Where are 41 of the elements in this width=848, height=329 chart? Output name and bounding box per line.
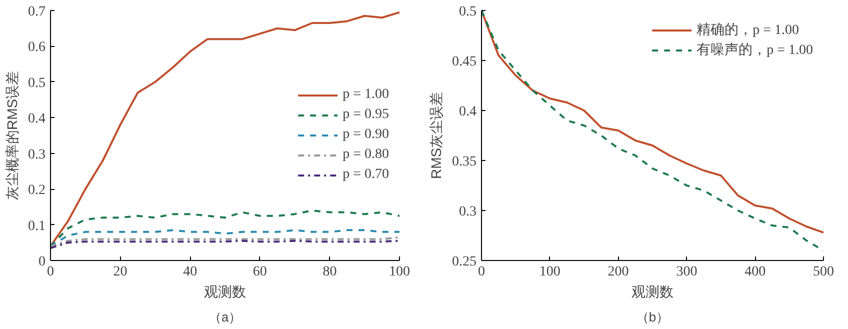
y-tick-label: 0 [38,254,46,270]
legend-label: p = 0.90 [342,127,389,143]
y-tick-label: 0.25 [452,254,476,270]
y-tick-label: 0.35 [452,154,476,170]
y-tick-label: 0.3 [459,204,476,220]
legend-label: p = 0.80 [342,147,389,163]
legend-label: 精确的，p = 1.00 [696,22,799,39]
x-tick-label: 40 [183,264,198,280]
text: （a） [208,310,242,324]
x-tick-label: 20 [113,264,128,280]
x-axis-title: 观测数 [204,284,246,300]
line-series [50,240,400,249]
x-axis-title: 观测数 [632,284,674,300]
y-tick-label: 0.3 [28,147,46,162]
y-tick-label: 0.7 [28,4,46,20]
y-tick-label: 0.2 [28,183,46,198]
x-tick-label: 200 [608,264,629,280]
legend-label: p = 0.70 [342,167,389,183]
legend-label: 有噪声的，p = 1.00 [696,42,813,59]
y-tick-label: 0.4 [28,112,46,127]
y-tick-label: 0.45 [452,54,476,70]
x-tick-label: 500 [813,264,834,280]
legend-label: p = 0.95 [342,107,389,123]
y-tick-label: 0.1 [28,218,46,234]
y-tick-label: 0.5 [459,4,476,20]
legend-label: p = 1.00 [342,87,389,103]
x-tick-label: 60 [252,264,267,280]
y-tick-label: 0.5 [28,76,46,91]
x-tick-label: 300 [676,264,698,280]
line-series [50,210,400,248]
x-tick-label: 100 [389,264,410,280]
x-tick-label: 400 [744,264,766,280]
y-tick-label: 0.6 [28,40,46,56]
x-tick-label: 100 [539,264,560,280]
line-series [50,236,400,248]
text: （b） [636,310,670,324]
y-tick-label: 0.4 [459,104,476,120]
y-axis-title: RMS灰尘误差 [428,92,444,180]
y-axis-title: 灰尘概率的RMS误差 [4,70,20,200]
x-tick-label: 80 [322,264,337,280]
line-series [50,229,400,248]
